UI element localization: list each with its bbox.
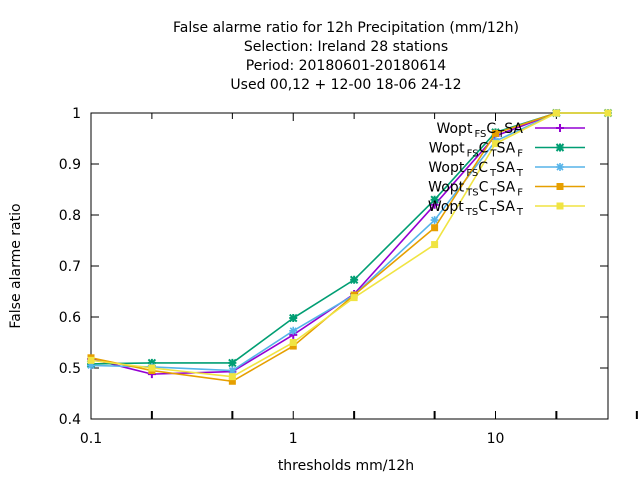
y-tick-label: 0.9	[59, 157, 81, 173]
legend-item: Wopt FSC TSA T	[428, 160, 585, 179]
series-4	[87, 109, 612, 385]
y-tick-label: 1	[72, 106, 81, 122]
chart-title-line: Used 00,12 + 12-00 18-06 24-12	[230, 77, 461, 93]
data-point	[556, 183, 564, 190]
legend-item: Wopt FSC TSA	[436, 121, 585, 140]
series-line	[90, 112, 608, 378]
data-point	[556, 124, 564, 132]
series-lines	[86, 108, 613, 385]
series-line	[90, 112, 608, 375]
data-point	[289, 342, 297, 350]
data-point	[148, 364, 156, 372]
y-tick-label: 0.5	[59, 361, 81, 377]
y-tick-label: 0.8	[59, 208, 81, 224]
chart-title-line: Period: 20180601-20180614	[246, 58, 446, 74]
y-tick-label: 0.7	[59, 259, 81, 275]
x-tick-label: 1	[289, 431, 298, 447]
legend-label: Wopt FSC TSA	[436, 121, 523, 140]
data-point	[552, 109, 560, 117]
chart-title: False alarme ratio for 12h Precipitation…	[173, 20, 519, 93]
data-point	[147, 358, 157, 368]
data-point	[430, 195, 439, 204]
legend-label: Wopt FSC TSA T	[428, 160, 524, 179]
chart-title-line: Selection: Ireland 28 stations	[244, 39, 448, 55]
data-point	[556, 163, 564, 171]
data-point	[289, 326, 298, 335]
data-point	[87, 356, 95, 364]
series-2	[86, 108, 613, 369]
data-point	[604, 109, 612, 117]
x-tick-label: 10	[487, 431, 505, 447]
data-point	[350, 294, 358, 302]
y-tick-label: 0.6	[59, 310, 81, 326]
data-point	[430, 216, 439, 225]
legend-item: Wopt FSC TSA F	[429, 141, 585, 160]
data-point	[555, 143, 565, 152]
data-point	[228, 358, 237, 368]
data-point	[491, 140, 499, 148]
x-tick-label: 0.1	[80, 431, 102, 447]
data-point	[228, 377, 236, 385]
y-axis-label: False alarme ratio	[8, 203, 24, 328]
series-3	[87, 109, 612, 375]
data-point	[431, 224, 439, 232]
data-point	[228, 366, 237, 375]
chart-title-line: False alarme ratio for 12h Precipitation…	[173, 20, 519, 36]
x-axis-label: thresholds mm/12h	[278, 458, 414, 474]
legend-label: Wopt TSC TSA T	[428, 199, 524, 218]
legend-item: Wopt TSC TSA T	[428, 199, 585, 218]
series-5	[87, 109, 612, 381]
series-line	[90, 112, 608, 372]
series-line	[90, 112, 608, 383]
y-tick-label: 0.4	[59, 412, 81, 428]
legend-label: Wopt TSC TSA F	[428, 180, 523, 199]
data-point	[289, 313, 298, 323]
data-point	[491, 129, 499, 137]
axis-ticks: 0.4 0.5 0.6 0.7 0.8 0.9 1 0.1 1 10	[59, 106, 638, 447]
data-point	[556, 202, 564, 210]
series-1	[87, 109, 612, 379]
series-line	[90, 112, 608, 365]
legend-item: Wopt TSC TSA F	[428, 180, 585, 199]
legend-label: Wopt FSC TSA F	[429, 141, 524, 160]
data-point	[87, 361, 95, 370]
data-point	[228, 373, 236, 381]
data-point	[431, 241, 439, 249]
data-point	[349, 275, 359, 284]
data-point	[289, 339, 297, 346]
